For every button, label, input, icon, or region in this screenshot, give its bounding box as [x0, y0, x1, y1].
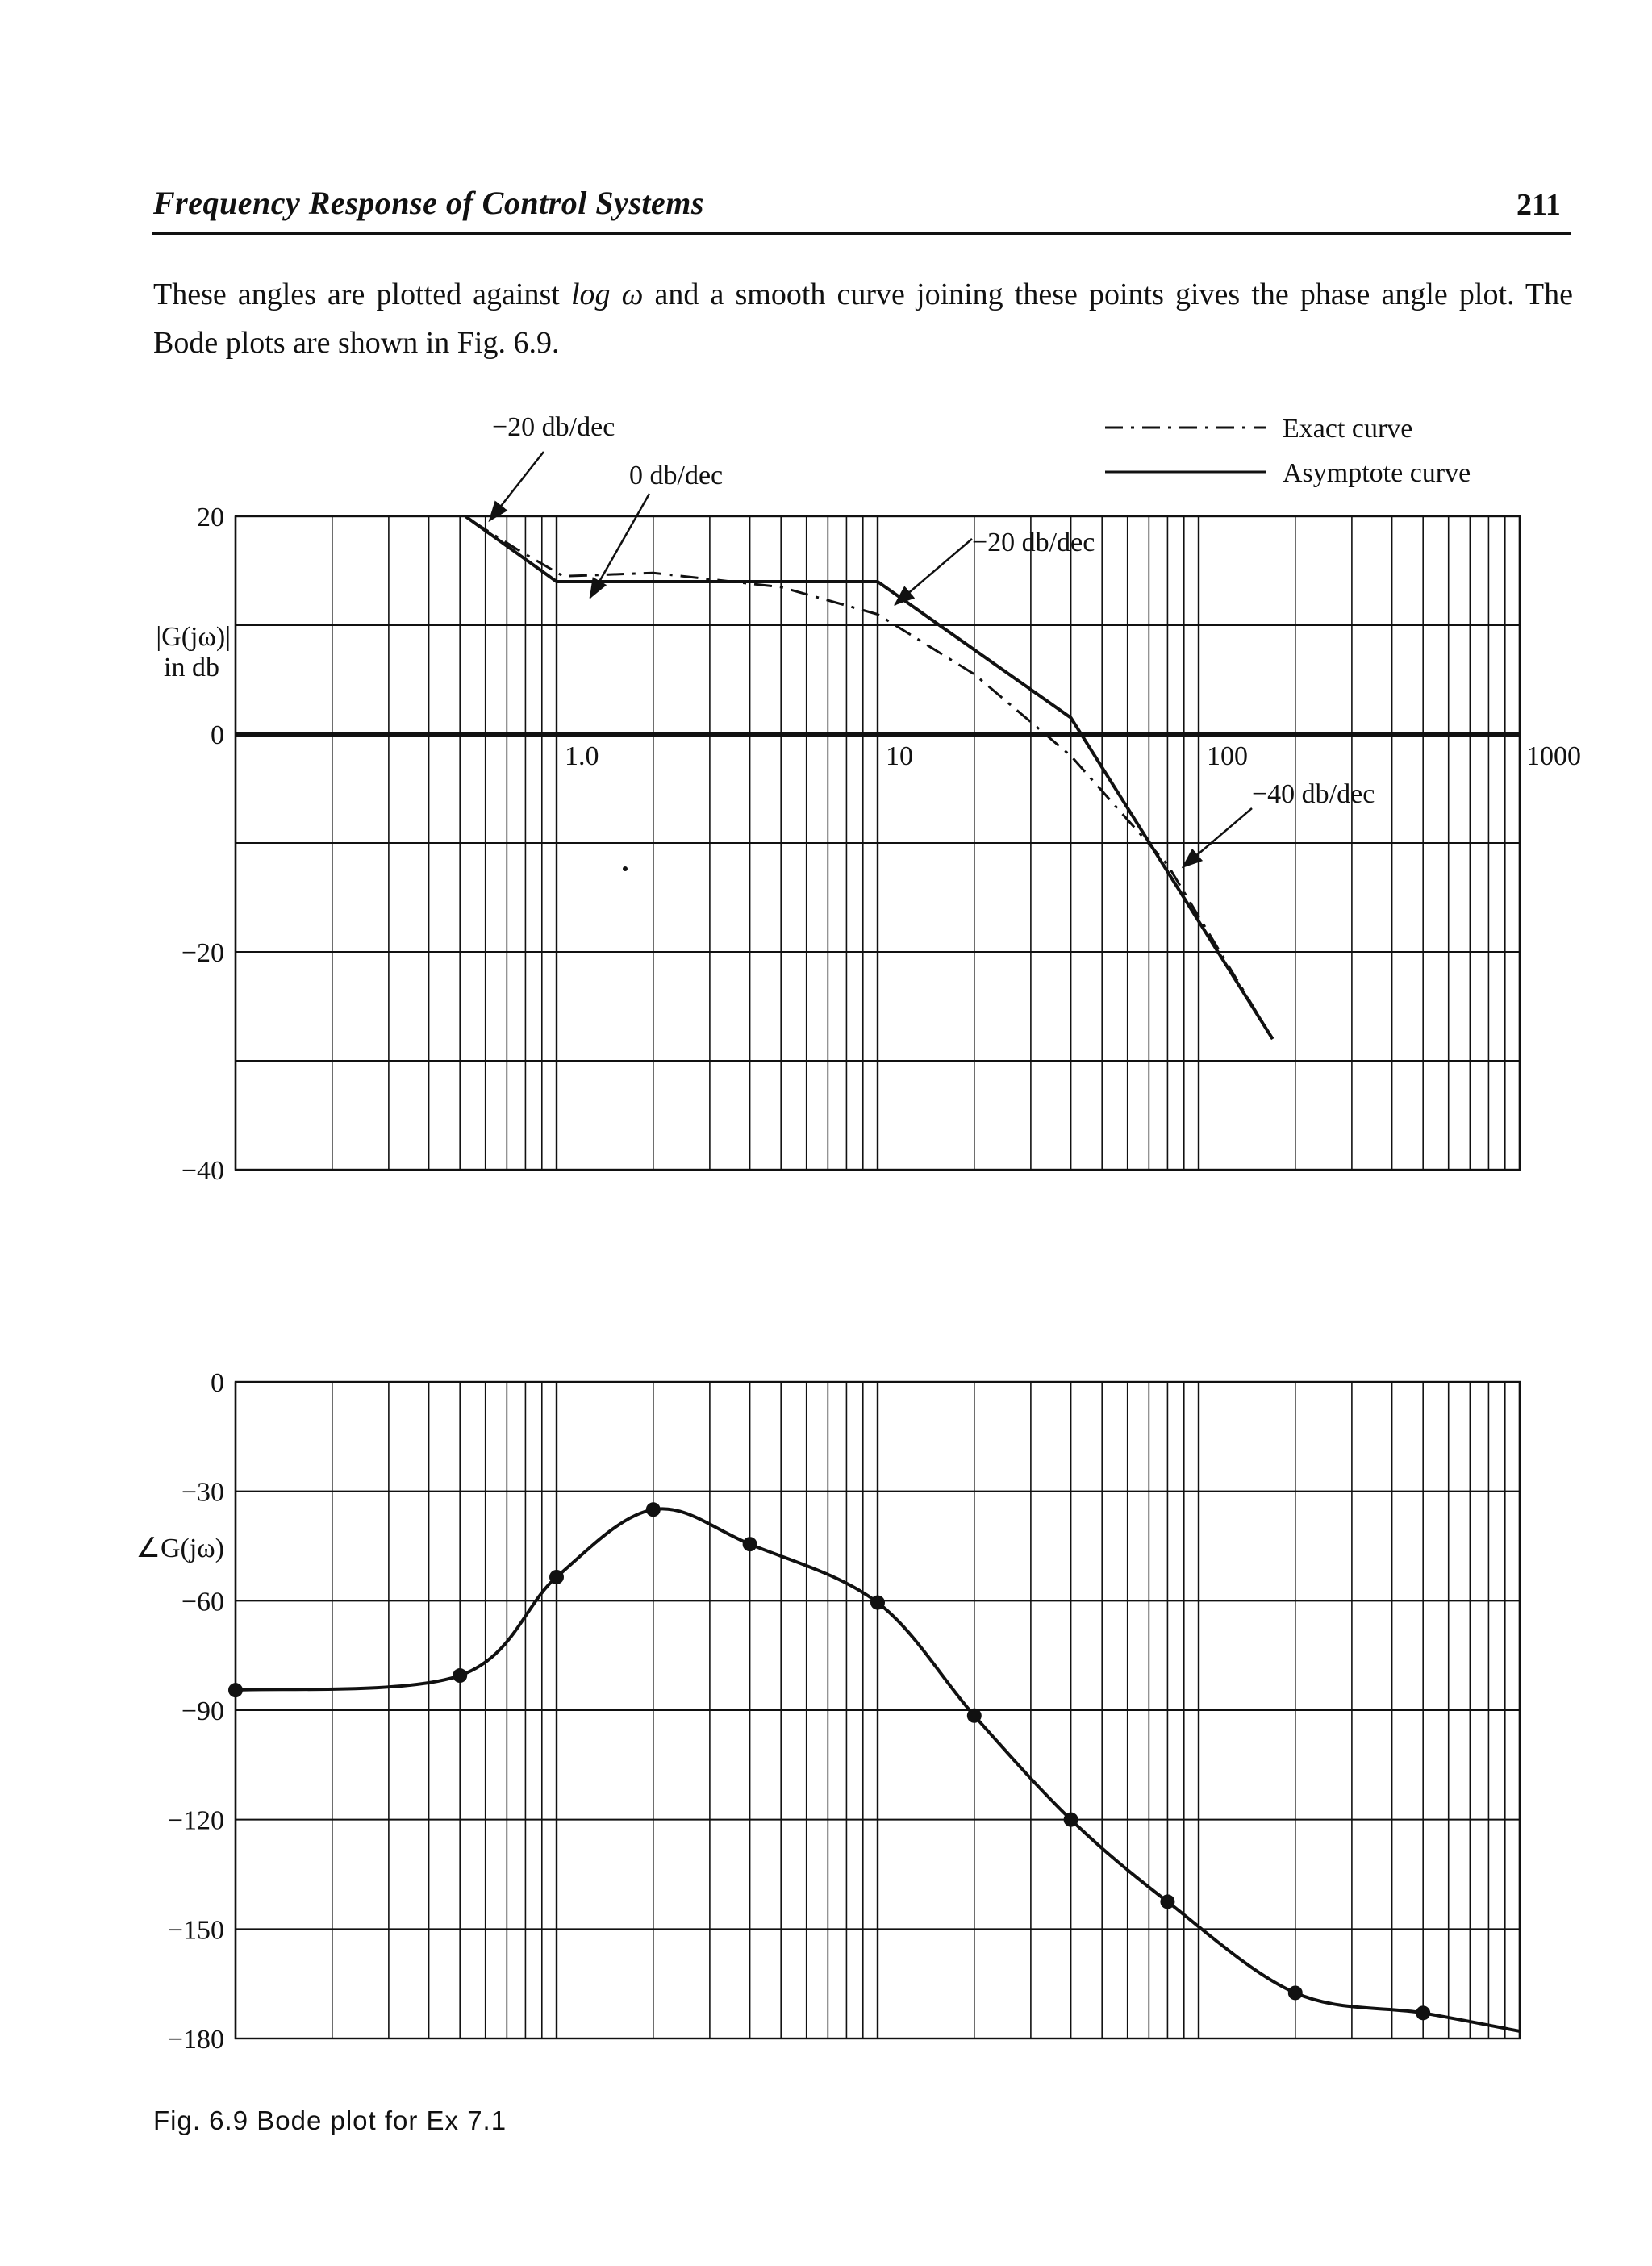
y-tick-label: −30 — [181, 1478, 224, 1508]
asymptote-curve-line — [464, 515, 1274, 1041]
phase-data-point — [1416, 2005, 1431, 2021]
legend-label: Exact curve — [1283, 414, 1412, 444]
annotation-arrow — [488, 451, 544, 523]
y-tick-label: −150 — [168, 1915, 224, 1945]
x-tick-label: 1000 — [1526, 741, 1581, 771]
plot-frame — [234, 1380, 1521, 2040]
y-tick-label: −60 — [181, 1587, 224, 1617]
phase-series — [228, 1502, 1521, 2033]
y-tick-label: −40 — [181, 1156, 224, 1186]
y-tick-label: −120 — [168, 1806, 224, 1836]
annotation-slope-label: −40 db/dec — [1252, 779, 1375, 809]
page-number: 211 — [1516, 188, 1561, 222]
magnitude-series — [464, 515, 1274, 1041]
x-tick-label: 100 — [1207, 741, 1248, 771]
phase-data-point — [228, 1683, 243, 1698]
legend-label: Asymptote curve — [1283, 458, 1471, 488]
annotations: −20 db/dec 0 db/dec −20 db/dec −40 db/dec — [488, 412, 1375, 871]
phase-data-point — [549, 1569, 564, 1584]
magnitude-grid — [234, 515, 1521, 1171]
phase-grid — [234, 1380, 1521, 2040]
body-paragraph: These angles are plotted against log ω a… — [153, 270, 1573, 367]
y-tick-label: 0 — [211, 720, 224, 750]
x-tick-label: 10 — [886, 741, 913, 771]
annotation-slope-label: −20 db/dec — [972, 528, 1095, 557]
magnitude-axis-label: |G(jω)| — [156, 622, 231, 652]
body-text-run-italic: log ω — [570, 278, 644, 311]
y-tick-label: −180 — [168, 2025, 224, 2055]
running-header-title: Frequency Response of Control Systems — [153, 185, 704, 221]
annotation-arrow — [589, 493, 651, 599]
phase-data-point — [1063, 1812, 1078, 1827]
phase-data-point — [742, 1537, 757, 1552]
legend: Exact curve Asymptote curve — [1105, 414, 1471, 488]
axis-labels: 20 0 −20 −40 0 −30 −60 −90 −120 −150 −180 1.0 10 100 1… — [136, 503, 1581, 2055]
y-tick-label: 0 — [211, 1368, 224, 1398]
phase-data-point — [870, 1595, 885, 1610]
y-tick-label: −90 — [181, 1696, 224, 1726]
phase-axis-label: ∠G(jω) — [136, 1534, 224, 1563]
exact-curve-line — [472, 520, 1274, 1040]
header-rule — [152, 232, 1571, 235]
plot-frame — [234, 515, 1521, 1171]
y-tick-label: 20 — [197, 503, 224, 532]
phase-data-point — [966, 1708, 982, 1723]
body-text-run: and a smooth curve joining these points … — [153, 278, 1574, 360]
print-speck — [623, 866, 628, 871]
magnitude-axis-label: in db — [164, 653, 219, 682]
phase-data-point — [645, 1502, 661, 1517]
phase-data-point — [1287, 1985, 1303, 2001]
annotation-slope-label: −20 db/dec — [492, 412, 615, 442]
body-text-run: These angles are plotted against — [153, 278, 571, 311]
annotation-arrow — [1181, 807, 1253, 869]
phase-data-point — [453, 1668, 468, 1684]
x-tick-label: 1.0 — [565, 741, 599, 771]
figure-caption: Fig. 6.9 Bode plot for Ex 7.1 — [153, 2105, 507, 2135]
annotation-slope-label: 0 db/dec — [629, 461, 723, 490]
y-tick-label: −20 — [181, 938, 224, 968]
annotation-arrow — [893, 538, 973, 606]
phase-data-point — [1160, 1894, 1175, 1909]
